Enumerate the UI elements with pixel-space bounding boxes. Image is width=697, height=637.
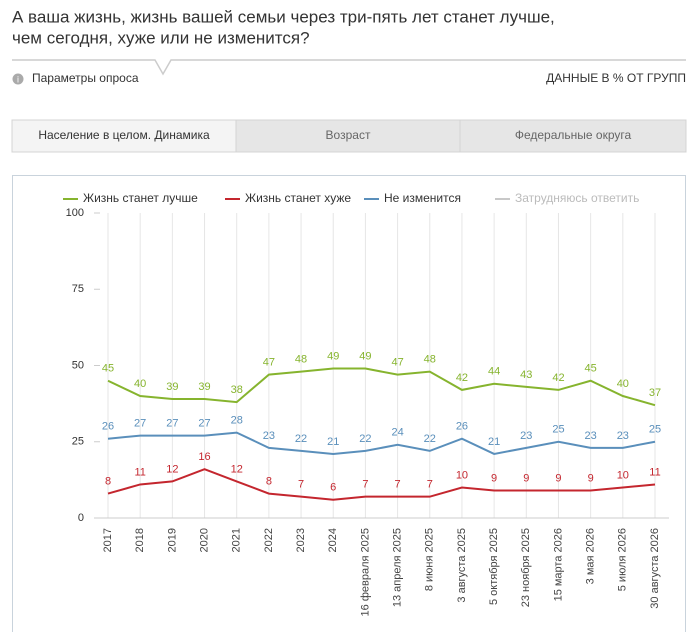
data-label: 23 [617, 430, 629, 442]
data-label: 27 [166, 418, 178, 430]
data-label: 45 [585, 363, 597, 375]
x-tick-label: 23 ноября 2025 [520, 528, 532, 607]
series-line [107, 431, 656, 455]
data-label: 10 [617, 469, 629, 481]
data-label: 22 [359, 433, 371, 445]
data-label: 26 [102, 421, 114, 433]
x-tick-label: 13 апреля 2025 [391, 528, 403, 607]
data-label: 23 [585, 430, 597, 442]
data-label: 27 [134, 418, 146, 430]
data-label: 40 [617, 378, 629, 390]
data-label: 7 [427, 479, 433, 491]
y-tick-label: 75 [72, 283, 84, 295]
data-label: 21 [488, 436, 500, 448]
data-label: 23 [520, 430, 532, 442]
x-tick-label: 8 июня 2025 [424, 528, 436, 591]
data-label: 24 [391, 427, 403, 439]
data-label: 11 [134, 466, 145, 478]
data-label: 7 [298, 479, 304, 491]
data-label: 8 [105, 476, 111, 488]
data-label: 37 [649, 387, 661, 399]
data-label: 47 [391, 357, 403, 369]
x-tick-label: 2020 [198, 528, 210, 552]
data-label: 45 [102, 363, 114, 375]
x-tick-label: 2021 [231, 528, 243, 552]
tab[interactable]: Возраст [326, 128, 371, 142]
data-label: 23 [263, 430, 275, 442]
title-line: А ваша жизнь, жизнь вашей семьи через тр… [12, 7, 555, 26]
data-label: 12 [166, 463, 178, 475]
data-label: 43 [520, 369, 532, 381]
data-label: 11 [649, 466, 660, 478]
series-line [107, 468, 656, 501]
tab[interactable]: Население в целом. Динамика [38, 128, 210, 142]
data-label: 25 [552, 424, 564, 436]
data-label: 26 [456, 421, 468, 433]
tab-active[interactable] [11, 119, 237, 153]
data-label: 47 [263, 357, 275, 369]
tab[interactable]: Федеральные округа [515, 128, 632, 142]
x-tick-label: 30 августа 2026 [649, 528, 661, 609]
data-label: 6 [330, 482, 336, 494]
x-tick-label: 3 августа 2025 [456, 528, 468, 603]
data-label: 22 [424, 433, 436, 445]
series-line [107, 367, 656, 407]
data-label: 9 [588, 472, 594, 484]
data-label: 49 [359, 350, 371, 362]
data-label: 40 [134, 378, 146, 390]
data-label: 16 [198, 451, 210, 463]
separator [12, 59, 686, 76]
chart-frame [12, 175, 686, 636]
data-label: 27 [198, 418, 210, 430]
info-glyph: i [17, 74, 19, 84]
data-label: 42 [552, 372, 564, 384]
data-label: 9 [491, 472, 497, 484]
x-tick-label: 3 мая 2026 [585, 528, 597, 584]
legend-label: Жизнь станет хуже [245, 191, 351, 205]
data-label: 22 [295, 433, 307, 445]
info-icon [12, 73, 24, 85]
y-tick-label: 25 [72, 436, 84, 448]
data-label: 7 [395, 479, 401, 491]
x-tick-label: 2024 [327, 528, 339, 552]
x-tick-label: 2019 [166, 528, 178, 552]
data-label: 48 [424, 354, 436, 366]
data-label: 25 [649, 424, 661, 436]
legend-label: Не изменится [384, 191, 461, 205]
data-label: 39 [198, 381, 210, 393]
data-label: 9 [523, 472, 529, 484]
data-label: 49 [327, 350, 339, 362]
data-label: 28 [231, 415, 243, 427]
legend-label: Жизнь станет лучше [83, 191, 198, 205]
params-link[interactable]: Параметры опроса [32, 71, 139, 85]
units-note: ДАННЫЕ В % ОТ ГРУПП [546, 71, 686, 85]
data-label: 21 [327, 436, 339, 448]
data-label: 44 [488, 366, 500, 378]
legend-label: Затрудняюсь ответить [515, 191, 639, 205]
x-tick-label: 16 февраля 2025 [359, 528, 371, 616]
data-label: 10 [456, 469, 468, 481]
data-label: 38 [231, 384, 243, 396]
x-tick-label: 2023 [295, 528, 307, 552]
x-tick-label: 2017 [102, 528, 114, 552]
data-label: 48 [295, 354, 307, 366]
y-tick-label: 50 [72, 359, 84, 371]
x-tick-label: 15 марта 2026 [552, 528, 564, 601]
x-tick-label: 2022 [263, 528, 275, 552]
data-label: 8 [266, 476, 272, 488]
y-tick-label: 100 [66, 207, 84, 219]
x-tick-label: 5 октября 2025 [488, 528, 500, 605]
y-tick-label: 0 [78, 512, 84, 524]
title-line: чем сегодня, хуже или не изменится? [12, 28, 310, 47]
data-label: 9 [555, 472, 561, 484]
plot: 2017 2018 2019 2020 2021 2022 2023 2024 16 февра… [63, 191, 669, 616]
data-label: 39 [166, 381, 178, 393]
data-label: 42 [456, 372, 468, 384]
x-tick-label: 2018 [134, 528, 146, 552]
data-label: 7 [362, 479, 368, 491]
x-tick-label: 5 июля 2026 [617, 528, 629, 591]
data-label: 12 [231, 463, 243, 475]
